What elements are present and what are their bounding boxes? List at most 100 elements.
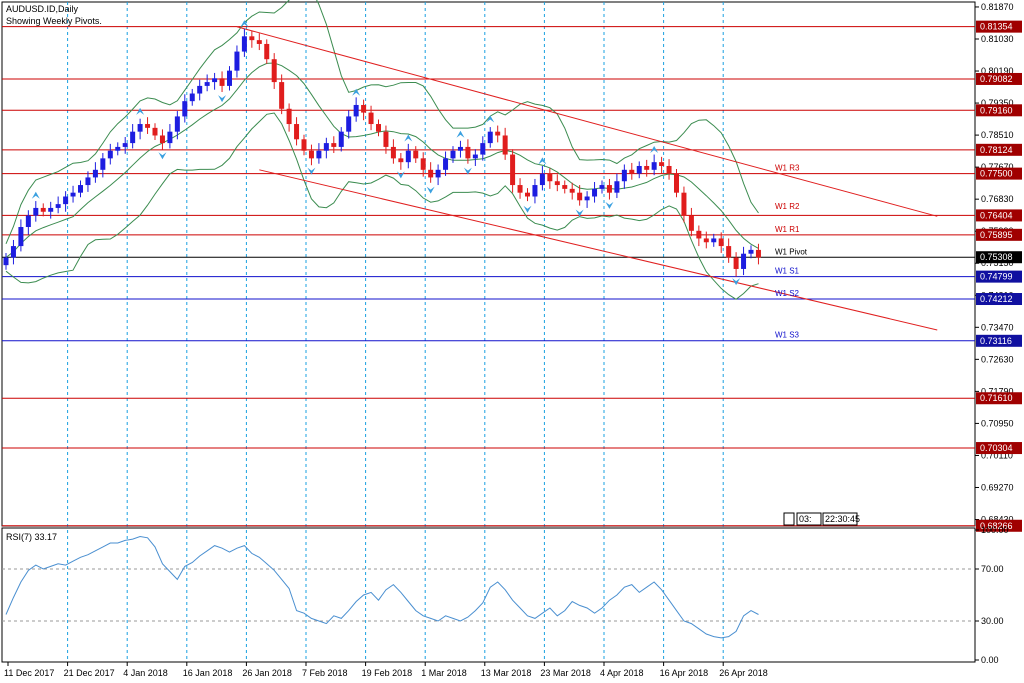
candles	[3, 28, 761, 277]
candle-body	[85, 177, 91, 186]
candle-body	[219, 78, 225, 86]
candle-body	[376, 124, 381, 132]
price-tick-label: 0.72630	[981, 354, 1014, 364]
candle-body	[666, 165, 672, 174]
candle-body	[383, 131, 389, 147]
price-tick-label: 0.81870	[981, 2, 1014, 12]
candle-body	[256, 40, 262, 44]
date-tick-label: 4 Apr 2018	[600, 668, 644, 678]
level-badge	[976, 228, 1022, 241]
pivot-label: W1 R1	[775, 225, 800, 234]
price-tick-label: 0.71790	[981, 386, 1014, 396]
candle-body	[562, 185, 568, 189]
pivot-label: W1 R3	[775, 164, 800, 173]
candle-body	[629, 169, 635, 174]
rsi-panel: 100.00 70.00 30.00 0.00	[5, 525, 1009, 665]
candle-body	[78, 185, 83, 193]
pivot-label: W1 Pivot	[775, 248, 808, 257]
candle-body	[450, 150, 456, 159]
price-tick-label: 0.78510	[981, 130, 1014, 140]
candle-body	[338, 131, 344, 147]
date-tick-label: 7 Feb 2018	[302, 668, 348, 678]
date-tick-label: 11 Dec 2017	[4, 668, 54, 678]
candle-body	[577, 192, 583, 201]
candle-body	[167, 131, 173, 144]
candle-body	[569, 188, 575, 193]
candle-body	[286, 108, 292, 125]
level-badge-text: 0.74799	[980, 272, 1013, 282]
candle-body	[487, 131, 493, 144]
candle-body	[346, 116, 352, 132]
candle-body	[711, 238, 717, 243]
candle-body	[614, 181, 620, 193]
countdown-box: 03: 22:30:45	[783, 512, 860, 526]
fractal-down-arrow	[396, 171, 405, 179]
candle-body	[100, 158, 106, 170]
candle-body	[271, 59, 277, 83]
candle-body	[554, 181, 560, 186]
symbol-label: AUDUSD.ID,Daily	[6, 4, 79, 14]
fractal-up-arrow	[456, 130, 465, 138]
rsi-tick-label: 30.00	[981, 616, 1004, 626]
fractal-down-arrow	[732, 278, 741, 286]
price-tick-label: 0.79350	[981, 98, 1014, 108]
date-tick-label: 23 Mar 2018	[540, 668, 591, 678]
candle-body	[465, 146, 471, 159]
level-badge	[976, 270, 1022, 283]
fractal-down-arrow	[426, 186, 435, 194]
server-time-text: 22:30:45	[825, 514, 860, 524]
candle-body	[189, 93, 195, 102]
date-tick-label: 26 Apr 2018	[719, 668, 768, 678]
level-badge-text: 0.73116	[980, 336, 1012, 346]
date-tick-label: 13 Mar 2018	[481, 668, 532, 678]
candle-body	[457, 146, 463, 151]
candle-body	[368, 112, 374, 125]
date-tick-label: 16 Apr 2018	[660, 668, 709, 678]
candle-body	[517, 185, 523, 193]
candle-body	[264, 43, 270, 60]
level-badge-text: 0.81354	[980, 22, 1013, 32]
level-badge	[976, 167, 1022, 180]
main-plot-frame	[1, 1, 976, 527]
candle-body	[502, 135, 508, 155]
pivot-labels: W1 R3 W1 R2 W1 R1 W1 Pivot W1 S1 W1 S2 W1 S3	[775, 164, 808, 340]
candle-body	[331, 143, 337, 147]
fractal-arrows	[31, 20, 741, 286]
rsi-tick-label: 70.00	[981, 564, 1004, 574]
bollinger-lower	[5, 112, 759, 300]
candle-body	[115, 146, 121, 151]
fractal-down-arrow	[575, 209, 584, 217]
candle-body	[674, 173, 679, 193]
price-tick-label: 0.69270	[981, 482, 1014, 492]
candle-body	[495, 131, 501, 136]
level-badge-text: 0.77500	[980, 169, 1013, 179]
candle-body	[197, 85, 203, 94]
pivot-label: W1 S2	[775, 289, 800, 298]
candle-body	[241, 36, 247, 52]
rsi-line	[5, 535, 759, 639]
candle-body	[301, 139, 307, 151]
fractal-up-arrow	[650, 145, 659, 153]
rsi-tick-label: 100.00	[981, 525, 1009, 535]
trendline	[236, 26, 938, 217]
fractal-up-arrow	[240, 20, 249, 28]
level-badge	[976, 20, 1022, 33]
fractal-down-arrow	[218, 95, 227, 103]
candle-body	[584, 196, 590, 201]
candle-body	[70, 192, 76, 197]
level-badge-text: 0.75895	[980, 230, 1013, 240]
price-tick-label: 0.73470	[981, 322, 1014, 332]
fractal-up-arrow	[31, 191, 40, 199]
candle-body	[644, 165, 650, 170]
candle-body	[137, 124, 143, 132]
candle-body	[308, 150, 314, 159]
level-badge	[976, 519, 1022, 532]
candle-body	[659, 162, 665, 166]
level-badge	[976, 251, 1022, 264]
countdown-text: 03:	[799, 514, 812, 524]
candle-body	[204, 82, 210, 86]
candle-body	[159, 135, 165, 144]
candle-body	[323, 143, 329, 151]
price-tick-label: 0.81030	[981, 34, 1014, 44]
